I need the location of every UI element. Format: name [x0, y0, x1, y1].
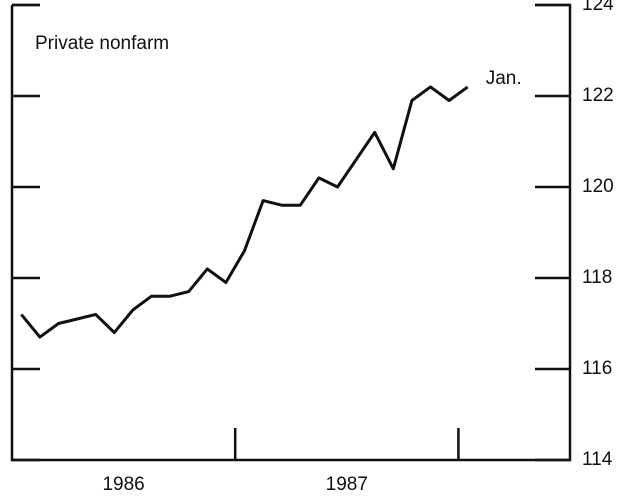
y-tick-label: 122	[582, 85, 614, 106]
y-tick-label: 114	[582, 449, 613, 470]
y-tick-label: 124	[582, 0, 614, 15]
y-tick-label: 118	[582, 267, 612, 288]
year-label: 1986	[102, 474, 144, 495]
end-label: Jan.	[486, 68, 522, 89]
y-tick-label: 116	[582, 358, 612, 379]
data-line	[20, 85, 469, 339]
y-tick-label: 120	[582, 176, 614, 197]
year-label: 1987	[326, 474, 368, 495]
series-label: Private nonfarm	[35, 33, 169, 54]
